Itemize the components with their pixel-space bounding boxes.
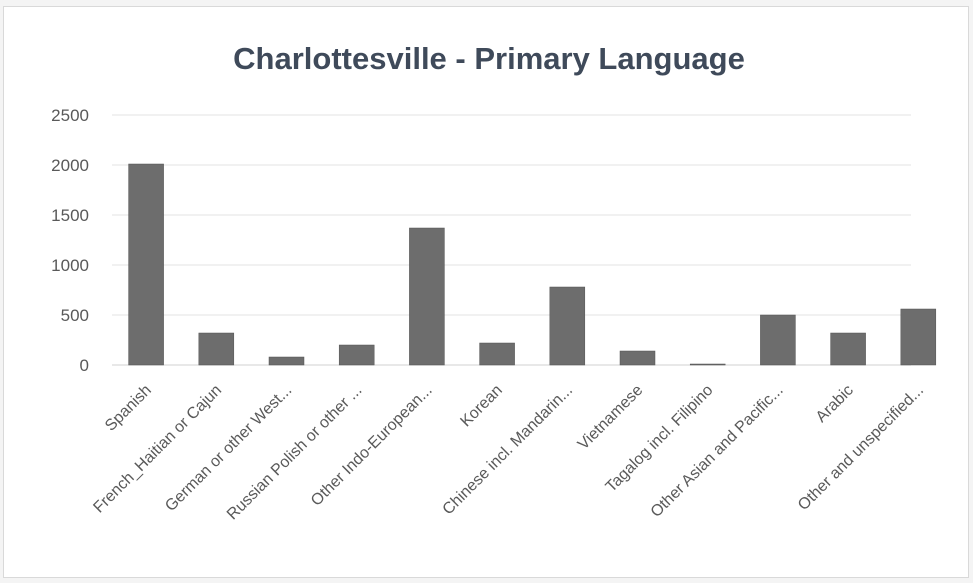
x-tick-label: Other Asian and Pacific...	[648, 382, 787, 521]
y-tick-label: 1500	[51, 206, 89, 225]
bar-chart: Charlottesville - Primary Language 0 500 1…	[51, 41, 937, 524]
bar-8	[689, 363, 726, 366]
bar-7	[619, 350, 656, 366]
bar-0	[128, 163, 164, 366]
x-tick-label: German or other West...	[162, 382, 295, 515]
y-tick-label: 2500	[51, 106, 89, 125]
y-tick-label: 0	[80, 356, 89, 375]
x-tick-label: Other Indo-European...	[308, 382, 436, 510]
x-tick-label: Spanish	[102, 382, 155, 435]
x-tick-label: Chinese incl. Mandarin...	[440, 382, 577, 519]
bar-2	[268, 356, 305, 366]
x-tick-label: Vietnamese	[575, 382, 647, 454]
bars	[128, 163, 937, 366]
y-tick-label: 2000	[51, 156, 89, 175]
x-tick-label: French_Haitian or Cajun	[90, 382, 225, 517]
x-tick-label: Korean	[457, 382, 506, 431]
bar-10	[830, 332, 866, 366]
y-axis-ticks: 0 500 1000 1500 2000 2500	[51, 106, 89, 375]
bar-11	[900, 308, 937, 366]
y-tick-label: 500	[61, 306, 89, 325]
bar-4	[409, 227, 445, 366]
bar-9	[760, 314, 796, 366]
chart-card: Charlottesville - Primary Language 0 500 1…	[3, 6, 969, 578]
x-tick-label: Other and unspecified...	[795, 382, 927, 514]
chart-title: Charlottesville - Primary Language	[233, 41, 745, 76]
bar-3	[338, 344, 375, 366]
y-tick-label: 1000	[51, 256, 89, 275]
bar-6	[549, 286, 586, 366]
x-tick-label: Russian Polish or other ...	[224, 382, 366, 524]
x-tick-label: Arabic	[813, 382, 857, 426]
bar-5	[479, 342, 515, 366]
bar-1	[198, 332, 235, 366]
